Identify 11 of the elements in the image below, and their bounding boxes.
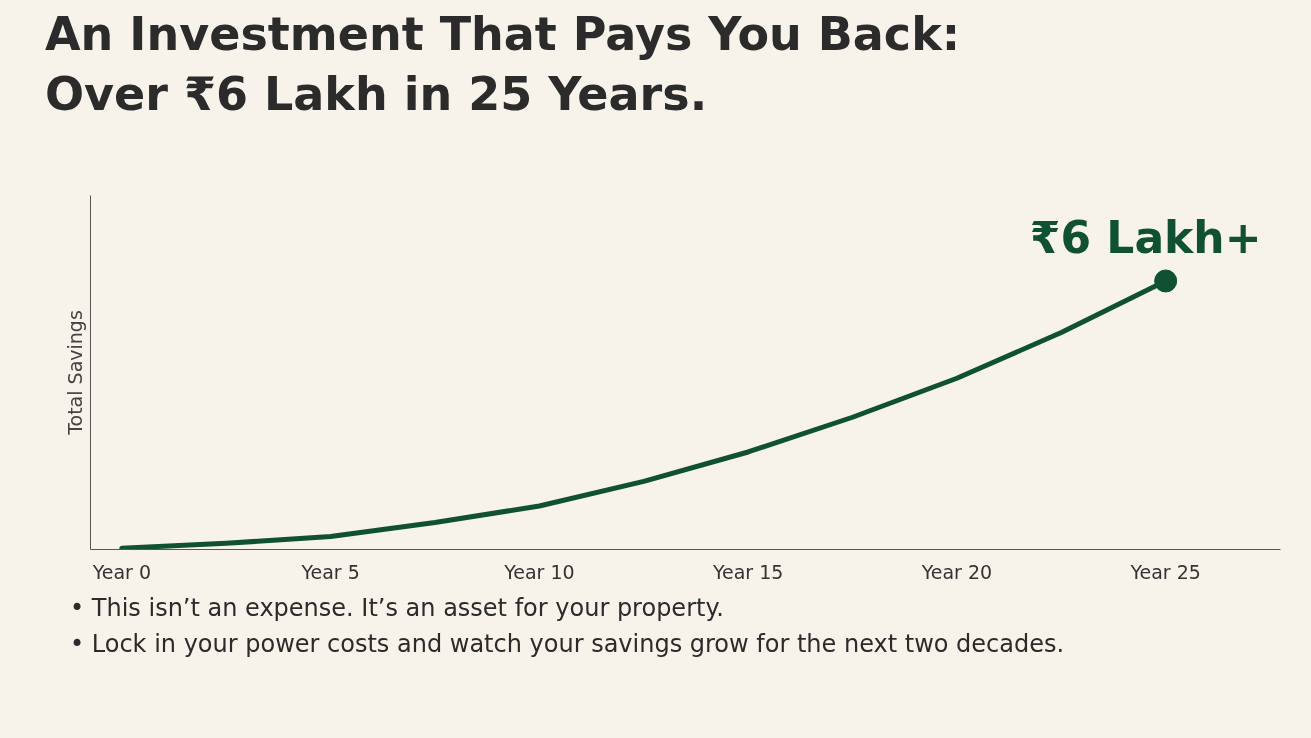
- x-tick-label: Year 0: [91, 560, 151, 583]
- chart-title: An Investment That Pays You Back: Over ₹6 Lakh in 25 Years.: [45, 6, 961, 123]
- x-tick-label: Year 20: [920, 560, 993, 583]
- x-tick-label: Year 15: [711, 560, 784, 583]
- x-tick-label: Year 5: [300, 560, 360, 583]
- x-tick-label: Year 25: [1129, 560, 1201, 583]
- x-tick-label: Year 10: [503, 560, 575, 583]
- y-axis-title: Total Savings: [63, 310, 86, 436]
- text: • This isn’t an expense. It’s an asset for your property.: [70, 593, 725, 624]
- text: • Lock in your power costs and watch your savings grow for the next two decades.: [70, 629, 1065, 660]
- annotation: ₹6 Lakh+: [1029, 211, 1262, 263]
